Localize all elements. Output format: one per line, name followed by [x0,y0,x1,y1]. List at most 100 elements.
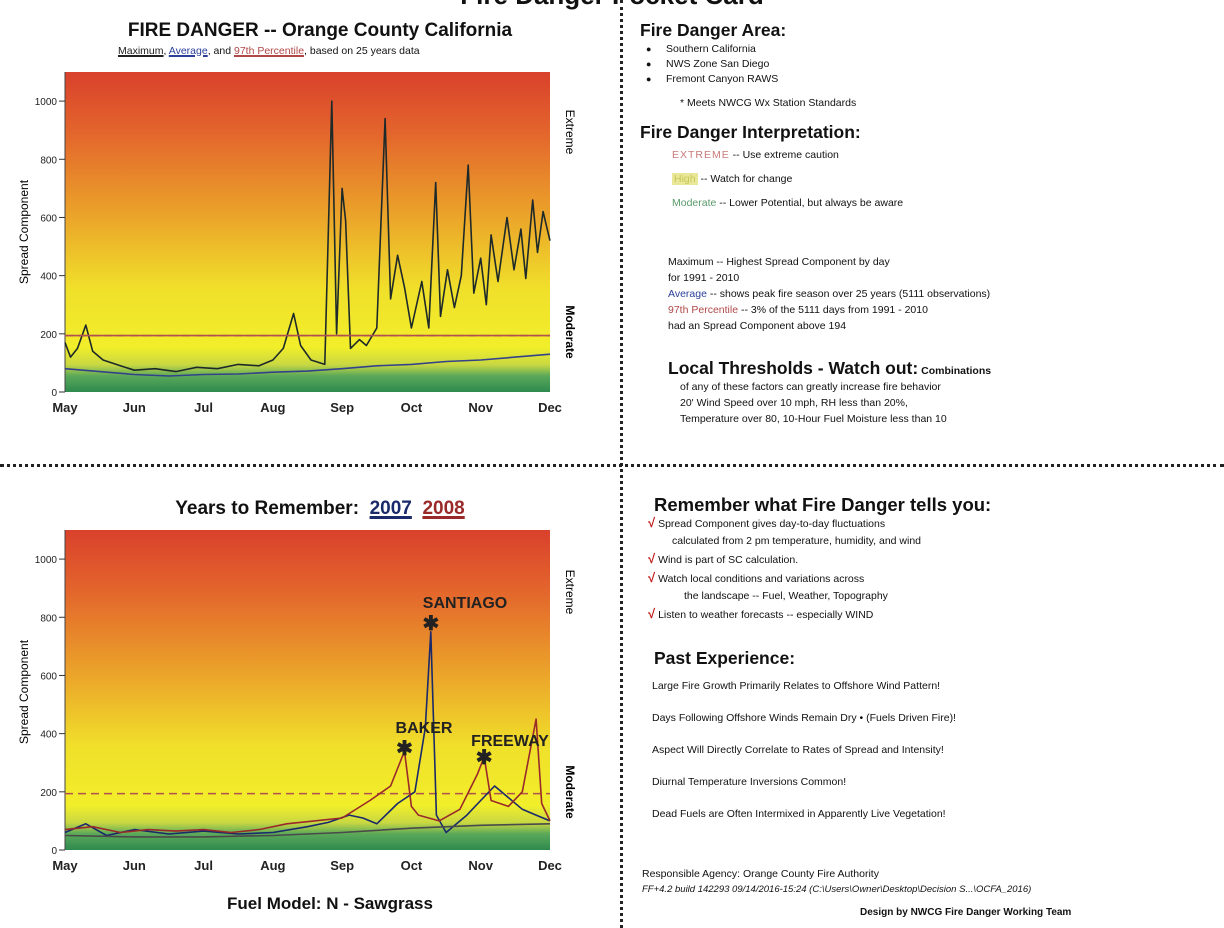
area-item: NWS Zone San Diego [640,57,778,72]
thresholds: Local Thresholds - Watch out: Combinatio… [668,358,991,427]
top-chart-ylabel: Spread Component [17,179,31,284]
event-marker-icon: ✱ [396,738,413,760]
month-label: Dec [538,400,562,415]
legend-maximum: Maximum [118,45,164,57]
past-item: Dead Fuels are Often Intermixed in Appar… [652,808,946,820]
month-label: Oct [401,400,423,415]
top-chart-label-extreme: Extreme [563,110,577,155]
month-label: Sep [330,400,354,415]
month-label: Jun [123,400,146,415]
event-marker-icon: ✱ [476,747,493,769]
definition-maximum: Maximum -- Highest Spread Component by d… [668,256,890,268]
y-tick-label: 400 [40,730,57,741]
event-freeway: FREEWAY [471,733,549,750]
top-chart-legend: Maximum, Average, and 97th Percentile, b… [118,45,420,57]
horizontal-divider [0,464,1224,467]
remember-item: √ Watch local conditions and variations … [648,570,865,585]
month-label: Nov [468,858,493,873]
month-label: Jul [194,400,213,415]
y-tick-label: 400 [40,272,57,283]
page-title-clipped: Fire Danger Pocket Card [0,0,1224,11]
y-tick-label: 600 [40,671,57,682]
interpretation-moderate: Moderate -- Lower Potential, but always … [672,197,904,209]
checkmark-icon: √ [648,606,656,621]
y-tick-label: 800 [40,155,57,166]
y-tick-label: 200 [40,788,57,799]
month-label: Aug [260,400,285,415]
bottom-chart-background [65,530,550,850]
bottom-chart-title-prefix: Years to Remember: [175,498,360,519]
remember-item-cont: calculated from 2 pm temperature, humidi… [672,535,922,547]
thresholds-heading: Local Thresholds - Watch out: [668,358,919,378]
definition-97th-tail: had an Spread Component above 194 [668,320,847,332]
month-label: Nov [468,400,493,415]
definition-maximum-years: for 1991 - 2010 [668,272,740,284]
month-label: May [52,400,78,415]
month-label: Sep [330,858,354,873]
thresholds-line2: 20' Wind Speed over 10 mph, RH less than… [680,397,908,409]
vertical-divider [620,0,623,928]
past-item: Days Following Offshore Winds Remain Dry… [652,712,956,724]
year-2007: 2007 [369,498,412,519]
interpretation-heading: Fire Danger Interpretation: [640,122,861,142]
year-2008: 2008 [422,498,465,519]
top-chart: 0 200 400 600 800 1000 May Jun Jul Aug Sep Oct Nov De… [17,72,577,415]
footer-agency: Responsible Agency: Orange County Fire A… [642,868,879,880]
legend-average: Average [168,45,208,57]
month-label: Dec [538,858,562,873]
month-label: Oct [401,858,423,873]
thresholds-line1: of any of these factors can greatly incr… [680,381,941,393]
past-item: Aspect Will Directly Correlate to Rates … [652,744,944,756]
bottom-chart-ylabel: Spread Component [17,639,31,744]
footer-build: FF+4.2 build 142293 09/14/2016-15:24 (C:… [642,884,1032,895]
area-heading: Fire Danger Area: [640,20,787,40]
series-gray-line [64,823,551,838]
past-item: Large Fire Growth Primarily Relates to O… [652,680,941,692]
bottom-chart: 0 200 400 600 800 1000 May Jun Jul Aug Sep Oct Nov De… [17,530,577,873]
footer-design: Design by NWCG Fire Danger Working Team [860,907,1072,918]
past-heading: Past Experience: [654,648,796,668]
top-chart-title: FIRE DANGER -- Orange County California [127,20,513,41]
series-2008-line [64,718,551,834]
y-tick-label: 0 [51,388,57,399]
month-label: Aug [260,858,285,873]
past-list: Large Fire Growth Primarily Relates to O… [652,670,956,830]
remember-item-cont: the landscape -- Fuel, Weather, Topograp… [684,590,888,602]
remember-item: √ Wind is part of SC calculation. [648,551,799,566]
remember-heading: Remember what Fire Danger tells you: [654,494,992,515]
bottom-chart-label-extreme: Extreme [563,570,577,615]
month-label: May [52,858,78,873]
series-2007-line [64,631,551,837]
month-label: Jul [194,858,213,873]
area-item: Southern California [640,42,778,57]
bottom-chart-title: Years to Remember: 2007 2008 [100,498,540,520]
y-tick-label: 800 [40,613,57,624]
checkmark-icon: √ [648,551,656,566]
definitions: Maximum -- Highest Spread Component by d… [668,254,990,334]
interpretation-high: High -- Watch for change [672,173,793,185]
y-tick-label: 0 [51,846,57,857]
definition-97th: 97th Percentile -- 3% of the 5111 days f… [668,304,928,316]
y-tick-label: 1000 [35,97,58,108]
legend-97th-percentile: 97th Percentile [233,45,305,57]
series-average-line [64,353,551,377]
y-tick-label: 600 [40,213,57,224]
bottom-chart-label-moderate: Moderate [563,765,577,819]
remember-item: √ Spread Component gives day-to-day fluc… [648,515,886,530]
interpretation-extreme: EXTREME -- Use extreme caution [672,149,839,161]
series-maximum-line [64,100,551,373]
checkmark-icon: √ [648,515,656,530]
remember-list: √ Spread Component gives day-to-day fluc… [648,514,921,624]
y-tick-label: 200 [40,330,57,341]
event-santiago: SANTIAGO [423,595,507,612]
event-baker: BAKER [396,720,453,737]
past-item: Diurnal Temperature Inversions Common! [652,776,847,788]
event-marker-icon: ✱ [422,613,439,635]
month-label: Jun [123,858,146,873]
definition-average: Average -- shows peak fire season over 2… [668,288,991,300]
y-tick-label: 1000 [35,555,58,566]
area-item: Fremont Canyon RAWS [640,72,778,87]
area-note: * Meets NWCG Wx Station Standards [680,97,857,109]
fuel-model: Fuel Model: N - Sawgrass [227,894,433,913]
area-list: Southern California NWS Zone San Diego F… [640,42,778,87]
